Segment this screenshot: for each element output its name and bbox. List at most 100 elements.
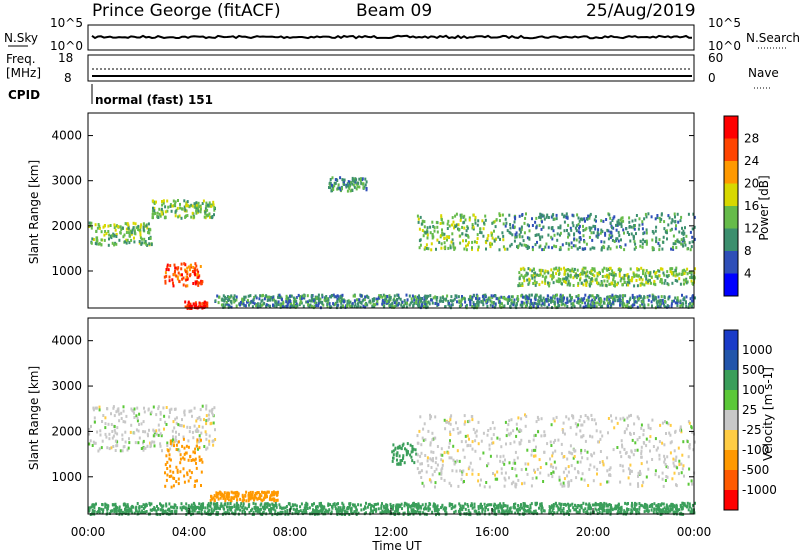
power-cell: [226, 295, 229, 299]
velocity-cell: [435, 456, 438, 460]
velocity-cell: [98, 408, 101, 412]
power-cell: [232, 297, 235, 301]
power-cell: [267, 303, 270, 307]
velocity-cell: [150, 410, 153, 414]
velocity-cell: [479, 483, 481, 487]
velocity-cell: [230, 499, 233, 503]
power-cell: [655, 300, 658, 304]
velocity-cell: [152, 405, 155, 409]
power-cell: [199, 265, 202, 268]
power-cell: [410, 297, 413, 301]
power-cell: [613, 240, 616, 243]
power-cell: [689, 276, 692, 279]
power-cell: [547, 299, 549, 303]
velocity-cell: [266, 504, 269, 508]
power-cell: [246, 298, 249, 302]
power-cell: [482, 299, 485, 303]
velocity-cell: [392, 456, 395, 460]
velocity-cell: [630, 413, 632, 417]
power-cell: [255, 296, 258, 300]
velocity-cell: [107, 504, 109, 508]
power-cell: [565, 241, 568, 245]
power-cell: [201, 202, 204, 205]
power-cell: [243, 298, 246, 301]
velocity-cell: [212, 413, 214, 417]
power-cell: [268, 296, 271, 299]
velocity-cell: [138, 412, 141, 416]
velocity-cell: [688, 443, 691, 447]
power-cell: [443, 241, 446, 245]
power-cell: [495, 218, 498, 222]
power-cell: [412, 304, 415, 308]
power-cell: [422, 234, 425, 238]
velocity-cell: [162, 406, 165, 410]
power-cell: [307, 303, 310, 306]
power-cell: [490, 233, 493, 237]
power-colorbar-swatch: [724, 228, 738, 252]
power-cell: [577, 230, 580, 234]
power-cell: [611, 269, 614, 273]
power-cell: [436, 296, 439, 299]
velocity-cell: [656, 511, 659, 515]
power-cell: [185, 275, 188, 279]
velocity-cell: [306, 503, 309, 507]
velocity-cell: [514, 467, 517, 471]
power-cell: [171, 204, 174, 208]
velocity-cell: [563, 432, 566, 436]
velocity-cell: [503, 510, 506, 514]
power-cell: [345, 183, 348, 187]
power-cell: [662, 301, 665, 305]
velocity-cell: [417, 502, 420, 506]
power-cell: [333, 184, 336, 188]
power-cell: [349, 189, 352, 193]
velocity-cell: [645, 444, 648, 448]
velocity-cell: [456, 459, 459, 463]
velocity-cell: [389, 502, 392, 506]
velocity-cell: [259, 507, 262, 511]
velocity-cell: [104, 426, 107, 430]
power-cell: [92, 238, 95, 241]
power-cell: [416, 214, 419, 218]
velocity-cell: [396, 462, 399, 466]
velocity-cell: [608, 503, 611, 506]
velocity-cell: [569, 444, 572, 448]
power-cell: [661, 298, 664, 302]
power-cell: [360, 294, 363, 298]
power-cell: [645, 269, 648, 273]
velocity-cell: [567, 417, 570, 421]
velocity-cell: [244, 494, 247, 498]
power-cell: [606, 228, 609, 232]
power-cell: [126, 238, 129, 242]
velocity-cell: [523, 506, 526, 510]
power-cell: [152, 206, 154, 210]
power-cell: [489, 245, 492, 249]
power-cell: [535, 225, 538, 229]
velocity-cell: [354, 505, 357, 509]
power-cell: [622, 219, 625, 223]
power-cell: [197, 275, 200, 279]
velocity-cell: [254, 506, 256, 509]
velocity-cell: [197, 447, 199, 451]
velocity-cell: [215, 507, 217, 511]
velocity-cell: [573, 455, 576, 458]
velocity-cell: [394, 446, 397, 450]
power-cell: [685, 295, 688, 299]
velocity-cell: [421, 503, 424, 507]
velocity-cell: [98, 447, 101, 451]
power-cell: [666, 275, 669, 279]
power-cell: [582, 224, 584, 228]
velocity-cell: [93, 506, 96, 509]
power-cell: [607, 245, 610, 249]
power-cell: [235, 295, 238, 299]
power-cell: [620, 225, 623, 228]
power-cell: [498, 296, 501, 300]
power-cell: [526, 303, 528, 307]
velocity-cell: [477, 420, 480, 424]
velocity-cell: [204, 506, 207, 510]
power-cell: [586, 217, 589, 221]
power-cell: [487, 234, 490, 238]
velocity-cell: [550, 472, 553, 475]
power-cell: [286, 305, 289, 308]
velocity-cell: [196, 440, 199, 444]
power-cell: [125, 227, 128, 231]
